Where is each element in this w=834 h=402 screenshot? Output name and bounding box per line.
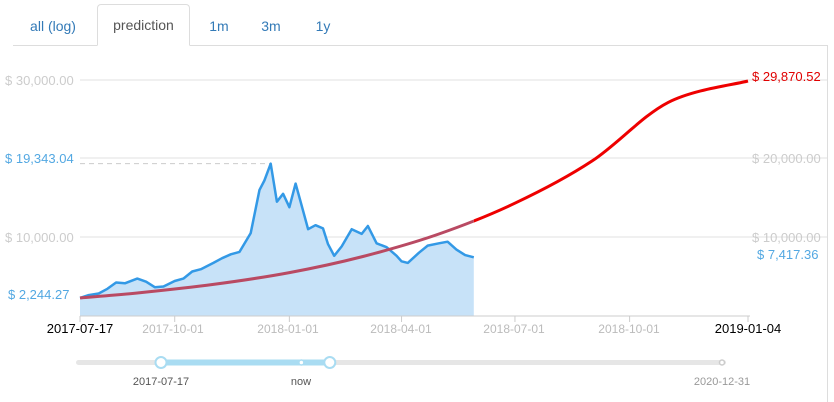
- x-tick-label-2018-07-01: 2018-07-01: [483, 322, 545, 336]
- tab-all-log[interactable]: all (log): [30, 18, 76, 34]
- prediction-line-overlap: [79, 219, 474, 300]
- x-tick-label-2017-10-01: 2017-10-01: [142, 322, 204, 336]
- tab-1y[interactable]: 1y: [315, 18, 331, 34]
- price-area-fill: [80, 163, 474, 316]
- tab-bar: all (log) prediction 1m 3m 1y: [0, 0, 834, 46]
- current-value-label: $ 7,417.36: [757, 247, 818, 262]
- navigator-start-label: 2017-07-17: [133, 376, 189, 388]
- x-tick-label-end: 2019-01-04: [715, 321, 782, 336]
- price-series: [79, 162, 475, 316]
- x-tick-label-2018-01-01: 2018-01-01: [257, 322, 319, 336]
- navigator-handle-start[interactable]: [154, 356, 168, 369]
- range-navigator[interactable]: [76, 356, 726, 369]
- y-tick-right-20000: $ 20,000.00: [752, 151, 821, 166]
- navigator-end-label: 2020-12-31: [694, 376, 750, 388]
- y-tick-left-10000: $ 10,000.00: [5, 230, 74, 245]
- x-tick-label-start: 2017-07-17: [47, 321, 114, 336]
- y-tick-left-30000: $ 30,000.00: [5, 73, 74, 88]
- prediction-line: [473, 79, 749, 223]
- x-tick-label-2018-04-01: 2018-04-01: [370, 322, 432, 336]
- max-value-label: $ 19,343.04: [5, 151, 74, 166]
- y-tick-right-10000: $ 10,000.00: [752, 230, 821, 245]
- prediction-series: [79, 79, 749, 300]
- navigator-handle-end[interactable]: [323, 356, 337, 369]
- x-axis-ticks: [79, 316, 749, 322]
- price-line: [79, 162, 475, 300]
- panel-border: [827, 46, 828, 402]
- navigator-selected-range[interactable]: [161, 359, 330, 366]
- navigator-now-marker[interactable]: [298, 359, 305, 366]
- tab-prediction[interactable]: prediction: [97, 4, 190, 46]
- prediction-end-label: $ 29,870.52: [752, 69, 821, 84]
- tab-1m[interactable]: 1m: [209, 18, 229, 34]
- navigator-now-label: now: [291, 376, 311, 388]
- x-tick-label-2018-10-01: 2018-10-01: [598, 322, 660, 336]
- navigator-end-marker[interactable]: [718, 359, 726, 366]
- tab-3m[interactable]: 3m: [261, 18, 281, 34]
- start-value-label: $ 2,244.27: [8, 287, 69, 302]
- tab-divider: [13, 45, 828, 46]
- grid-lines: [80, 79, 827, 238]
